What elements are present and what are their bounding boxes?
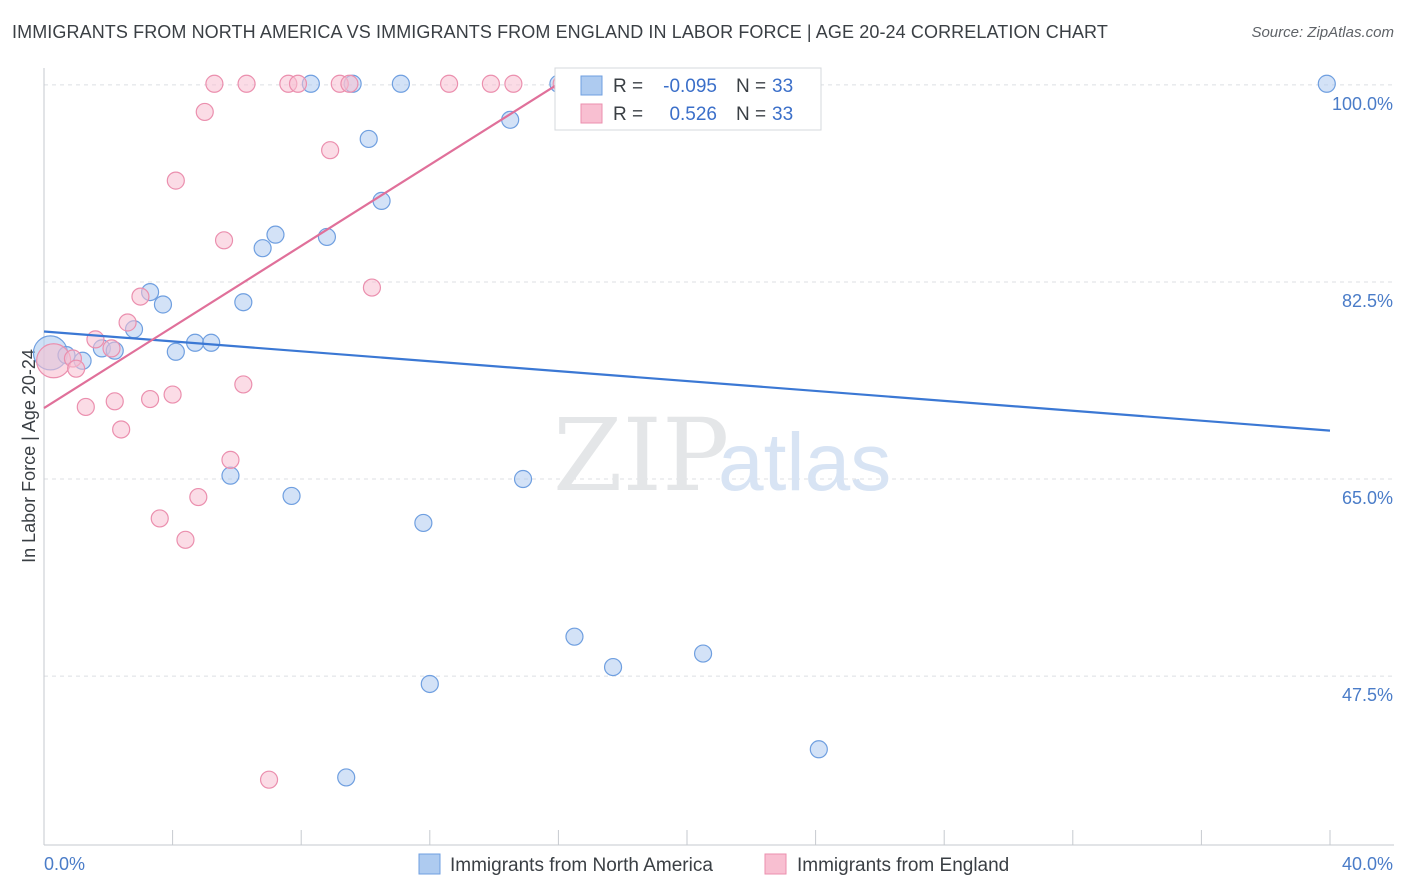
point-north-america-29 <box>603 657 623 677</box>
y-tick-label-2: 65.0% <box>1342 488 1393 508</box>
y-axis-title: In Labor Force | Age 20-24 <box>19 349 39 563</box>
point-north-america-25 <box>513 469 533 489</box>
watermark: ZIP atlas <box>553 397 891 514</box>
point-north-america-28 <box>565 627 584 646</box>
point-england-17 <box>205 74 224 93</box>
y-tick-labels: 100.0% 82.5% 65.0% 47.5% <box>1332 94 1393 705</box>
legend-swatch-north-america <box>418 853 441 875</box>
point-england-18 <box>214 231 234 250</box>
point-england-8 <box>118 313 137 332</box>
point-north-america-12 <box>234 293 253 312</box>
point-north-america-7 <box>153 295 173 314</box>
point-england-19 <box>221 450 240 469</box>
point-england-30 <box>481 74 500 93</box>
x-tick-label-1: 40.0% <box>1342 854 1393 874</box>
trend-lines <box>43 82 1331 432</box>
point-england-16 <box>195 102 214 122</box>
point-north-america-10 <box>202 333 221 352</box>
point-england-11 <box>150 509 169 528</box>
point-north-america-23 <box>414 513 433 533</box>
point-north-america-13 <box>253 239 272 258</box>
point-england-15 <box>189 487 208 507</box>
point-england-5 <box>102 339 121 358</box>
point-north-america-18 <box>337 768 356 787</box>
point-north-america-22 <box>391 74 410 93</box>
stats-n-value-1: 33 <box>772 76 793 97</box>
point-england-3 <box>76 397 95 417</box>
chart-title: IMMIGRANTS FROM NORTH AMERICA VS IMMIGRA… <box>12 22 1108 42</box>
point-england-13 <box>166 171 185 190</box>
point-north-america-11 <box>221 466 240 485</box>
point-england-27 <box>340 74 359 93</box>
legend-label-north-america: Immigrants from North America <box>450 855 713 876</box>
stats-r-value-1: -0.095 <box>663 76 717 97</box>
point-england-29 <box>439 74 459 93</box>
point-england-24 <box>288 74 308 93</box>
point-north-america-31 <box>809 740 828 759</box>
point-england-10 <box>140 389 160 409</box>
stats-n-label-2: N = <box>736 104 766 125</box>
watermark-zip: ZIP <box>553 397 729 514</box>
stats-swatch-england <box>580 103 603 124</box>
point-england-31 <box>504 74 523 93</box>
trend-line-north-america <box>43 330 1331 432</box>
point-england-28 <box>362 278 382 297</box>
stats-swatch-north-america <box>580 75 603 96</box>
point-england-9 <box>131 287 150 306</box>
legend-swatch-england <box>764 853 787 875</box>
x-axis-ticks <box>43 830 1331 845</box>
series-england-points <box>36 74 571 789</box>
stats-box: R = -0.095 N = 33 R = 0.526 N = 33 <box>554 67 822 131</box>
point-england-6 <box>105 392 124 411</box>
point-england-20 <box>234 375 253 394</box>
legend-label-england: Immigrants from England <box>797 855 1009 876</box>
stats-r-label-1: R = <box>613 76 643 97</box>
y-tick-label-3: 47.5% <box>1342 685 1393 705</box>
stats-n-label-1: N = <box>736 76 766 97</box>
trend-line-england <box>43 82 559 410</box>
point-england-7 <box>112 420 131 439</box>
point-north-america-20 <box>359 129 378 149</box>
legend-item-england[interactable]: Immigrants from England <box>764 853 1009 876</box>
stats-r-value-2: 0.526 <box>669 104 717 125</box>
stats-n-value-2: 33 <box>772 104 793 125</box>
y-tick-label-0: 100.0% <box>1332 94 1393 114</box>
point-england-14 <box>176 530 195 549</box>
point-england-22 <box>259 770 279 789</box>
point-north-america-8 <box>166 342 185 361</box>
x-tick-label-0: 0.0% <box>44 854 85 874</box>
point-england-25 <box>321 141 340 160</box>
stats-r-label-2: R = <box>613 104 643 125</box>
point-england-21 <box>237 74 256 93</box>
watermark-atlas: atlas <box>718 417 891 508</box>
legend: Immigrants from North America Immigrants… <box>418 853 1009 876</box>
point-north-america-30 <box>693 644 713 663</box>
point-north-america-15 <box>282 486 301 506</box>
legend-item-north-america[interactable]: Immigrants from North America <box>418 853 713 876</box>
point-north-america-32 <box>1317 74 1336 93</box>
point-north-america-24 <box>420 674 439 694</box>
point-england-2 <box>67 359 86 378</box>
point-england-12 <box>163 385 182 404</box>
x-tick-labels: 0.0% 40.0% <box>44 854 1393 874</box>
chart-source: Source: ZipAtlas.com <box>1251 24 1394 41</box>
point-england-4 <box>86 330 105 349</box>
point-north-america-14 <box>266 225 285 244</box>
y-tick-label-1: 82.5% <box>1342 291 1393 311</box>
